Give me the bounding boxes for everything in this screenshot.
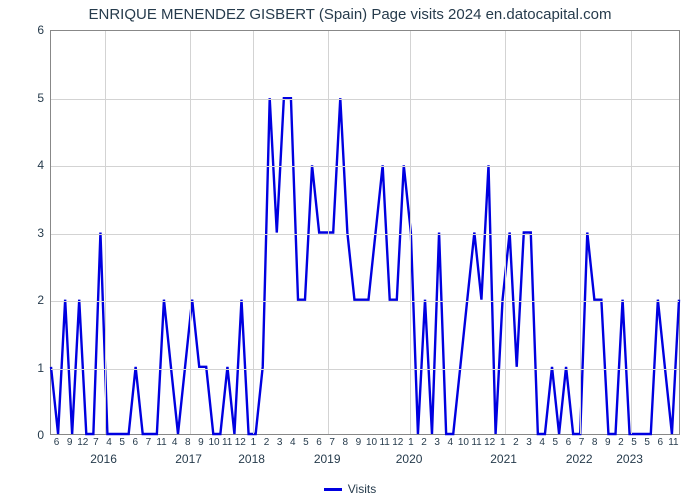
x-tick-label: 11 <box>379 437 389 448</box>
x-tick-label: 7 <box>579 437 585 448</box>
x-tick-label: 2 <box>264 437 270 448</box>
x-tick-label: 2 <box>618 437 624 448</box>
x-tick-label: 6 <box>133 437 139 448</box>
x-tick-label: 7 <box>329 437 335 448</box>
legend: Visits <box>0 482 700 496</box>
x-tick-label: 5 <box>303 437 309 448</box>
x-tick-label: 7 <box>93 437 99 448</box>
x-year-label: 2021 <box>490 452 517 466</box>
x-tick-label: 4 <box>539 437 545 448</box>
x-tick-label: 11 <box>471 437 481 448</box>
x-year-label: 2022 <box>566 452 593 466</box>
x-tick-label: 5 <box>644 437 650 448</box>
y-tick-label: 1 <box>37 361 44 375</box>
x-tick-label: 3 <box>277 437 283 448</box>
gridline-v <box>253 31 254 434</box>
y-tick-label: 4 <box>37 158 44 172</box>
chart-container: ENRIQUE MENENDEZ GISBERT (Spain) Page vi… <box>0 0 700 500</box>
legend-label: Visits <box>348 482 376 496</box>
x-tick-label: 5 <box>553 437 559 448</box>
y-tick-label: 6 <box>37 23 44 37</box>
x-year-label: 2018 <box>238 452 265 466</box>
legend-swatch <box>324 488 342 491</box>
x-tick-label: 9 <box>356 437 362 448</box>
y-tick-label: 5 <box>37 91 44 105</box>
x-tick-label: 11 <box>156 437 166 448</box>
x-tick-label: 11 <box>668 437 678 448</box>
x-tick-label: 4 <box>172 437 178 448</box>
chart-title: ENRIQUE MENENDEZ GISBERT (Spain) Page vi… <box>0 6 700 23</box>
gridline-h <box>51 99 679 100</box>
x-tick-label: 4 <box>290 437 296 448</box>
x-tick-label: 2 <box>421 437 427 448</box>
x-tick-label: 11 <box>222 437 232 448</box>
gridline-v <box>410 31 411 434</box>
y-tick-label: 3 <box>37 226 44 240</box>
x-tick-label: 12 <box>235 437 246 448</box>
plot-area <box>50 30 680 435</box>
line-series-svg <box>51 31 679 434</box>
x-year-label: 2016 <box>90 452 117 466</box>
gridline-v <box>190 31 191 434</box>
gridline-h <box>51 301 679 302</box>
x-tick-label: 1 <box>500 437 506 448</box>
y-tick-label: 2 <box>37 293 44 307</box>
x-tick-label: 4 <box>106 437 112 448</box>
x-tick-label: 6 <box>316 437 322 448</box>
x-tick-label: 9 <box>605 437 611 448</box>
x-year-label: 2019 <box>314 452 341 466</box>
gridline-v <box>580 31 581 434</box>
x-tick-label: 5 <box>119 437 125 448</box>
gridline-h <box>51 234 679 235</box>
x-tick-label: 3 <box>434 437 440 448</box>
x-tick-label: 10 <box>366 437 377 448</box>
x-tick-label: 8 <box>592 437 598 448</box>
x-tick-label: 9 <box>67 437 73 448</box>
x-tick-label: 4 <box>448 437 454 448</box>
x-tick-label: 8 <box>343 437 349 448</box>
x-tick-label: 6 <box>658 437 664 448</box>
x-tick-label: 12 <box>392 437 403 448</box>
x-tick-label: 12 <box>77 437 88 448</box>
x-tick-label: 7 <box>146 437 152 448</box>
x-year-label: 2023 <box>616 452 643 466</box>
x-tick-label: 10 <box>209 437 220 448</box>
x-tick-label: 9 <box>198 437 204 448</box>
x-year-label: 2020 <box>396 452 423 466</box>
x-year-label: 2017 <box>175 452 202 466</box>
gridline-v <box>631 31 632 434</box>
x-tick-label: 2 <box>513 437 519 448</box>
x-tick-label: 3 <box>526 437 532 448</box>
y-tick-label: 0 <box>37 428 44 442</box>
x-tick-label: 6 <box>54 437 60 448</box>
x-tick-label: 1 <box>251 437 257 448</box>
x-tick-label: 6 <box>566 437 572 448</box>
gridline-v <box>505 31 506 434</box>
gridline-h <box>51 166 679 167</box>
gridline-v <box>105 31 106 434</box>
gridline-v <box>328 31 329 434</box>
x-tick-label: 12 <box>484 437 495 448</box>
x-tick-label: 10 <box>458 437 469 448</box>
x-tick-label: 5 <box>631 437 637 448</box>
x-tick-label: 1 <box>408 437 414 448</box>
gridline-h <box>51 369 679 370</box>
x-tick-label: 8 <box>185 437 191 448</box>
